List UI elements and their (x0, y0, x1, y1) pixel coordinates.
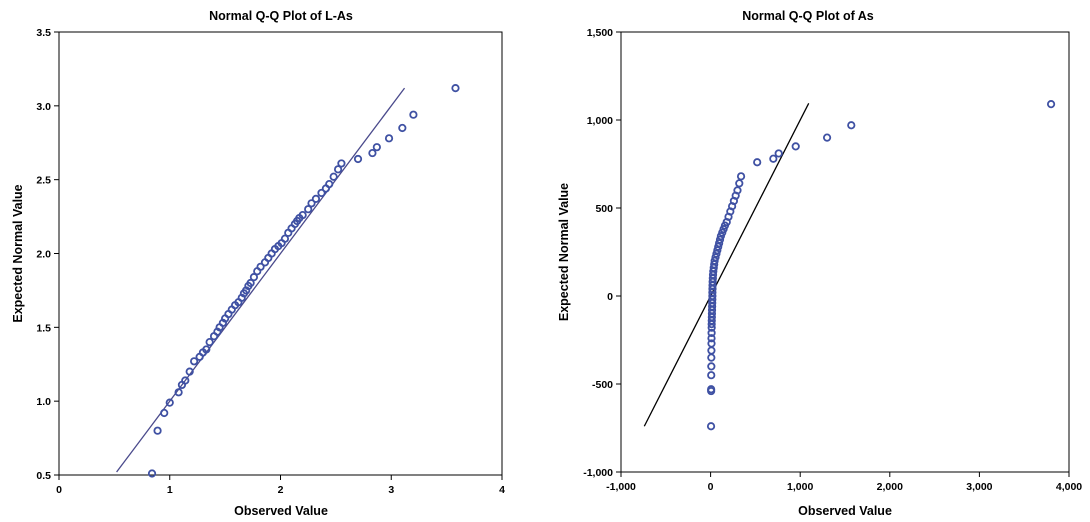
left-y-tick-label: 1.5 (36, 322, 51, 334)
left-x-tick-label: 2 (278, 484, 284, 496)
left-data-point (174, 388, 183, 397)
left-y-tick-label: 0.5 (36, 470, 51, 482)
right-data-point (769, 154, 778, 163)
left-chart: Normal Q-Q Plot of L-As 0 1 2 3 4 0.5 1.0 1.5 2.… (11, 9, 505, 518)
left-y-tick-label: 3.5 (36, 27, 51, 39)
left-data-point (368, 148, 377, 158)
right-data-point (774, 149, 783, 158)
left-data-point (153, 426, 162, 435)
right-data-point (712, 249, 721, 258)
right-data-point (713, 246, 722, 255)
right-chart: Normal Q-Q Plot of As -1,000 0 1,000 2,000 3… (557, 9, 1082, 518)
right-y-tick-label: 0 (607, 291, 613, 303)
left-data-point (147, 469, 157, 478)
left-x-tick-label: 0 (56, 484, 62, 496)
right-data-point (1046, 100, 1056, 109)
left-data-point (333, 165, 343, 174)
right-reference-line-group (643, 102, 810, 427)
right-data-point (791, 142, 800, 151)
right-x-tick-label: 4,000 (1056, 481, 1082, 493)
left-data-point (165, 398, 174, 407)
right-x-tick-label: 2,000 (877, 481, 903, 493)
left-data-point (205, 337, 214, 347)
left-data-point (317, 188, 326, 198)
left-data-point (329, 172, 338, 181)
left-data-point (202, 345, 211, 354)
right-plot-frame (620, 31, 1070, 473)
left-data-point (181, 376, 190, 385)
left-data-point (256, 262, 265, 271)
left-reference-line-group (116, 87, 406, 473)
left-data-point (298, 211, 307, 220)
left-data-point (311, 194, 321, 203)
left-data-point (409, 110, 418, 119)
right-data-point (847, 121, 856, 130)
right-data-point (706, 422, 716, 431)
right-data-point (707, 334, 716, 343)
left-x-tick-label: 4 (499, 484, 505, 496)
left-y-tick-label: 1.0 (36, 396, 51, 408)
right-data-point (707, 371, 716, 380)
right-axis-ticks: -1,000 0 1,000 2,000 3,000 4,000 -1,000 -500 0 50… (583, 27, 1082, 493)
right-x-tick-label: 3,000 (966, 481, 992, 493)
right-data-point (733, 186, 742, 195)
right-data-point (715, 235, 725, 244)
right-data-point (735, 179, 744, 188)
right-y-tick-label: -1,000 (583, 467, 613, 479)
right-data-point (753, 158, 762, 167)
right-x-tick-label: -1,000 (606, 481, 636, 493)
left-data-point (160, 408, 169, 418)
right-y-axis-label: Expected Normal Value (557, 183, 571, 321)
right-y-tick-label: -500 (592, 379, 613, 391)
right-x-axis-label: Observed Value (798, 504, 892, 518)
right-data-points (706, 100, 1056, 431)
right-data-point (710, 256, 719, 265)
left-data-point (384, 134, 394, 143)
left-data-point (304, 205, 313, 214)
left-axis-ticks: 0 1 2 3 4 0.5 1.0 1.5 2.0 2.5 3.0 3.5 (36, 27, 505, 496)
left-data-point (246, 278, 255, 288)
right-data-point (822, 133, 832, 142)
left-data-point (337, 159, 346, 168)
left-x-tick-label: 3 (388, 484, 394, 496)
right-chart-title: Normal Q-Q Plot of As (742, 9, 874, 23)
left-x-tick-label: 1 (167, 484, 173, 496)
left-y-axis-label: Expected Normal Value (11, 184, 25, 322)
right-y-tick-label: 500 (595, 203, 613, 215)
right-reference-line (643, 102, 810, 427)
left-data-points (147, 84, 460, 478)
left-data-point (280, 234, 290, 243)
left-reference-line (116, 87, 406, 473)
right-data-point (707, 328, 716, 338)
left-data-point (185, 367, 194, 376)
left-chart-title: Normal Q-Q Plot of L-As (209, 9, 353, 23)
left-y-tick-label: 2.5 (36, 175, 51, 187)
right-y-tick-label: 1,500 (587, 27, 613, 39)
right-data-point (707, 339, 716, 348)
right-y-tick-label: 1,000 (587, 115, 613, 127)
right-data-point (736, 172, 746, 181)
left-data-point (249, 273, 259, 282)
left-data-point (398, 123, 407, 133)
left-data-point (307, 199, 316, 208)
right-data-point (707, 385, 716, 394)
left-data-point (451, 84, 460, 93)
left-data-point (372, 143, 381, 152)
right-data-point (715, 239, 724, 248)
right-data-point (711, 253, 720, 262)
left-data-point (190, 357, 199, 366)
left-y-tick-label: 3.0 (36, 101, 51, 113)
left-x-axis-label: Observed Value (234, 504, 328, 518)
right-data-point (714, 242, 723, 251)
left-data-point (353, 154, 363, 164)
left-data-point (325, 179, 334, 189)
right-data-point (707, 362, 716, 371)
right-x-tick-label: 0 (708, 481, 714, 493)
right-x-tick-label: 1,000 (787, 481, 813, 493)
left-y-tick-label: 2.0 (36, 249, 51, 261)
